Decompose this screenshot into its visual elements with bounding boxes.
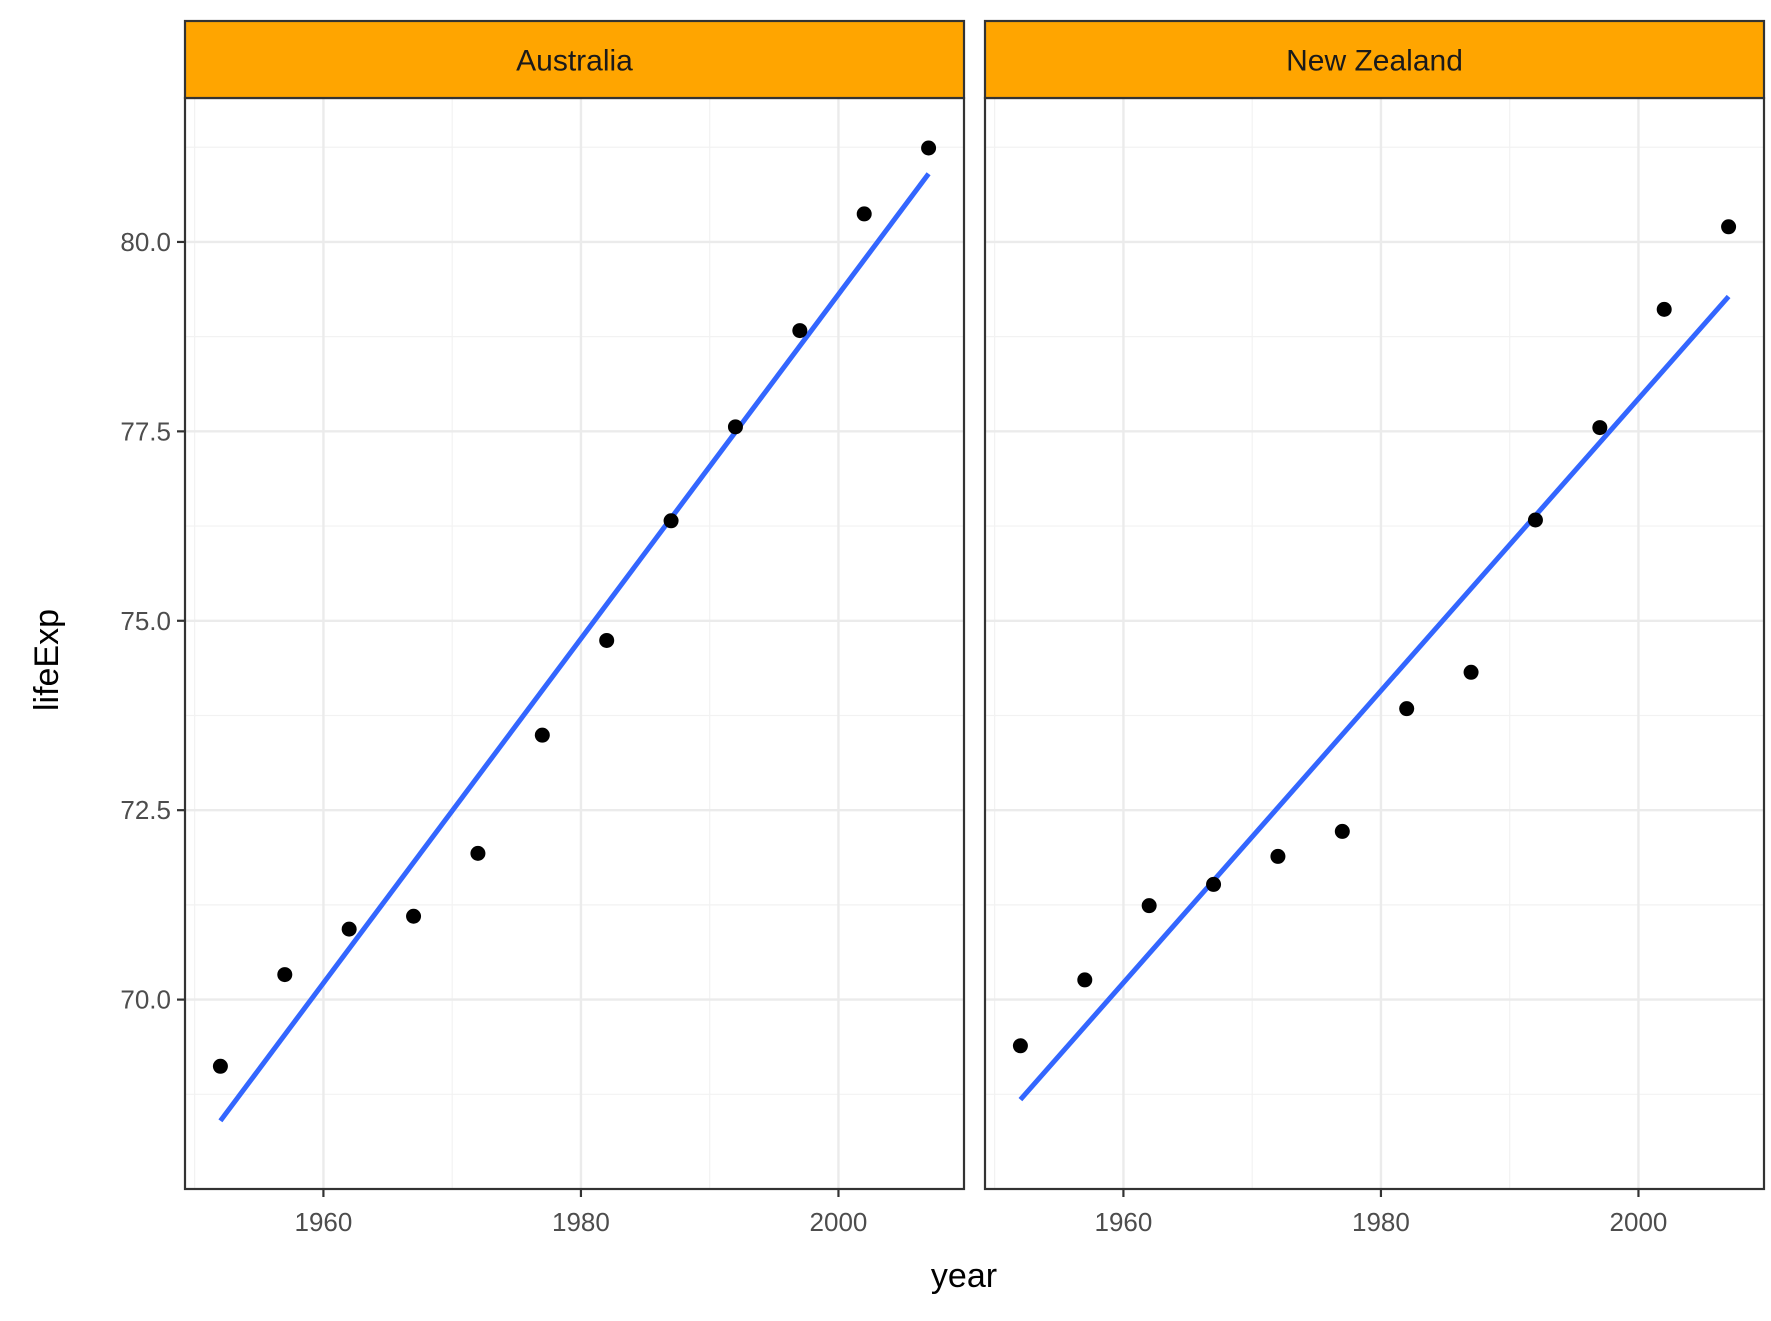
- data-point: [534, 727, 550, 743]
- x-tick-label: 1980: [1352, 1207, 1410, 1237]
- data-point: [1077, 972, 1093, 988]
- trend-line: [218, 172, 931, 1123]
- facet-panels: Australia New Zealand: [183, 19, 1766, 1191]
- facet-strip: [983, 19, 1766, 100]
- data-point: [212, 1058, 228, 1074]
- panel-0: Australia: [183, 19, 966, 1191]
- facet-strip: [183, 19, 966, 100]
- data-point: [663, 513, 679, 529]
- data-point: [921, 140, 937, 156]
- y-tick-label: 75.0: [120, 606, 171, 636]
- data-point: [1592, 420, 1608, 436]
- data-point: [727, 419, 743, 435]
- x-tick-label: 1980: [552, 1207, 610, 1237]
- y-tick-label: 77.5: [120, 416, 171, 446]
- x-axis: 1960 1980 2000 1960 1980 2000: [294, 1189, 1667, 1237]
- x-axis-title: year: [931, 1257, 997, 1295]
- data-point: [599, 632, 615, 648]
- data-point: [1463, 664, 1479, 680]
- y-axis: 70.0 72.5 75.0 77.5 80.0: [120, 227, 185, 1015]
- x-tick-label: 2000: [1610, 1207, 1668, 1237]
- y-tick-label: 72.5: [120, 795, 171, 825]
- facet-strip-label: Australia: [516, 45, 633, 78]
- facet-strip-label: New Zealand: [1286, 45, 1463, 78]
- x-tick-label: 1960: [1094, 1207, 1152, 1237]
- data-point: [470, 845, 486, 861]
- data-point: [1656, 301, 1672, 317]
- data-point: [1721, 219, 1737, 235]
- data-point: [792, 323, 808, 339]
- data-point: [341, 921, 357, 937]
- data-point: [406, 908, 422, 924]
- data-point: [1399, 701, 1415, 717]
- y-tick-label: 80.0: [120, 227, 171, 257]
- trend-line: [1018, 294, 1731, 1102]
- y-axis-title: lifeExp: [28, 609, 66, 711]
- panel-background: [985, 98, 1764, 1189]
- data-point: [1141, 898, 1157, 914]
- data-point: [1334, 823, 1350, 839]
- data-point: [1012, 1038, 1028, 1054]
- data-point: [1206, 876, 1222, 892]
- x-tick-label: 1960: [294, 1207, 352, 1237]
- data-point: [277, 967, 293, 983]
- data-point: [1527, 512, 1543, 528]
- data-point: [856, 206, 872, 222]
- data-point: [1270, 848, 1286, 864]
- x-tick-label: 2000: [810, 1207, 868, 1237]
- y-tick-label: 70.0: [120, 985, 171, 1015]
- panel-1: New Zealand: [983, 19, 1766, 1191]
